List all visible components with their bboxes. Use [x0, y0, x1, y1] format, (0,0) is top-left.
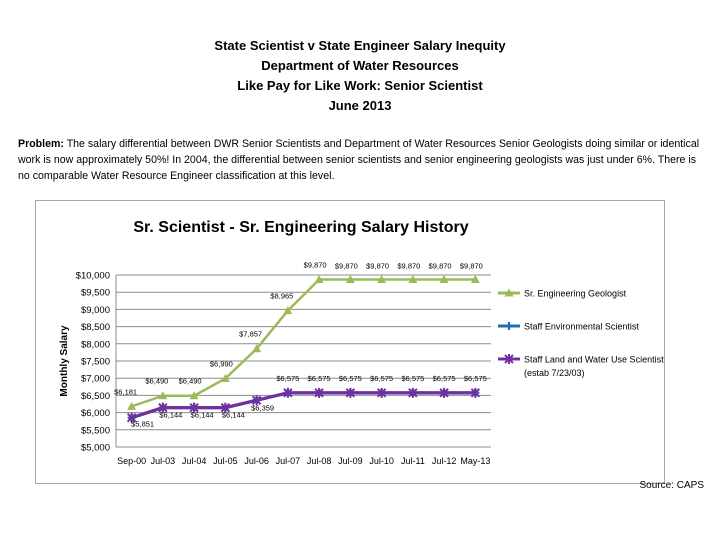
series-3-point	[189, 402, 199, 413]
land-water-data-label: $6,144	[159, 411, 182, 420]
x-tick-label: Sep-00	[117, 456, 146, 466]
y-tick-label: $10,000	[76, 271, 110, 282]
legend-label-3: Staff Land and Water Use Scientist	[524, 355, 664, 365]
geologist-data-label: $9,870	[429, 261, 452, 270]
y-tick-label: $6,500	[81, 391, 110, 402]
geologist-data-label: $6,990	[210, 360, 233, 369]
x-tick-label: Jul-08	[307, 456, 332, 466]
series-3-point	[408, 387, 418, 398]
y-tick-label: $8,500	[81, 322, 110, 333]
geologist-data-label: $6,181	[114, 387, 137, 396]
series-3-point	[376, 387, 387, 398]
series-1-point	[314, 274, 324, 283]
series-3-point	[220, 402, 231, 413]
x-tick-label: Jul-05	[213, 456, 238, 466]
y-tick-label: $9,500	[81, 288, 110, 299]
series-1-point	[189, 391, 199, 400]
geologist-data-label: $6,490	[145, 377, 168, 386]
land-water-data-label: $6,575	[339, 374, 362, 383]
x-tick-label: Jul-12	[432, 456, 457, 466]
land-water-data-label: $6,359	[251, 403, 274, 412]
chart-title: Sr. Scientist - Sr. Engineering Salary H…	[133, 219, 468, 236]
series-3-point	[283, 387, 293, 398]
geologist-data-label: $9,870	[335, 261, 358, 270]
geologist-data-label: $7,857	[239, 330, 262, 339]
x-tick-label: Jul-07	[276, 456, 301, 466]
salary-chart: Sr. Scientist - Sr. Engineering Salary H…	[35, 200, 665, 484]
problem-statement: Problem: The salary differential between…	[18, 136, 708, 184]
geologist-data-label: $9,870	[366, 261, 389, 270]
geologist-data-label: $9,870	[460, 261, 483, 270]
land-water-data-label: $5,851	[131, 420, 154, 429]
header-line-4: June 2013	[328, 98, 392, 113]
series-3-point	[251, 395, 262, 406]
series-3-point	[158, 402, 168, 413]
page-header: State Scientist v State Engineer Salary …	[0, 36, 720, 116]
x-tick-label: Jul-04	[182, 456, 207, 466]
y-tick-label: $9,000	[81, 305, 110, 316]
y-tick-label: $8,000	[81, 339, 110, 350]
series-1-point	[127, 401, 137, 410]
land-water-data-label: $6,575	[401, 374, 424, 383]
land-water-data-label: $6,144	[191, 411, 214, 420]
geologist-data-label: $9,870	[397, 261, 420, 270]
series-3-point	[470, 387, 481, 398]
y-axis-label: Monthly Salary	[59, 325, 70, 397]
series-1-point	[408, 274, 418, 283]
geologist-data-label: $8,965	[270, 292, 293, 301]
y-tick-label: $7,000	[81, 374, 110, 385]
land-water-data-label: $6,575	[370, 374, 393, 383]
series-1-point	[252, 344, 262, 353]
legend-label-1: Sr. Engineering Geologist	[524, 289, 627, 299]
series-3-point	[439, 387, 449, 398]
legend-marker-1	[504, 288, 514, 297]
header-line-3: Like Pay for Like Work: Senior Scientist	[237, 78, 483, 93]
geologist-data-label: $6,490	[179, 377, 202, 386]
x-tick-label: Jul-09	[338, 456, 363, 466]
y-tick-label: $7,500	[81, 357, 110, 368]
geologist-data-label: $9,870	[304, 260, 327, 269]
land-water-data-label: $6,575	[464, 374, 487, 383]
x-tick-label: Jul-11	[401, 456, 425, 466]
header-line-1: State Scientist v State Engineer Salary …	[214, 38, 506, 53]
problem-label: Problem:	[18, 138, 64, 150]
x-tick-label: May-13	[460, 456, 490, 466]
y-tick-label: $6,000	[81, 408, 110, 419]
problem-text: The salary differential between DWR Seni…	[18, 138, 700, 182]
series-1-point	[158, 391, 168, 400]
series-1-point	[377, 274, 387, 283]
land-water-data-label: $6,575	[433, 374, 456, 383]
series-3-point	[345, 387, 356, 398]
legend-marker-3	[504, 354, 514, 364]
header-line-2: Department of Water Resources	[261, 58, 459, 73]
salary-chart-svg: Sr. Scientist - Sr. Engineering Salary H…	[59, 219, 664, 466]
series-1-point	[439, 274, 449, 283]
x-tick-label: Jul-10	[369, 456, 394, 466]
x-tick-label: Jul-03	[151, 456, 176, 466]
land-water-data-label: $6,575	[308, 374, 331, 383]
legend-marker-2	[505, 322, 513, 330]
series-3-point	[314, 387, 324, 398]
series-1-point	[283, 306, 293, 315]
legend-label-3-line-2: (estab 7/23/03)	[524, 368, 585, 378]
land-water-data-label: $6,144	[222, 411, 245, 420]
series-line-1	[131, 278, 476, 408]
series-line-3	[131, 391, 476, 420]
series-1-point	[220, 374, 230, 383]
source-note: Source: CAPS	[639, 480, 704, 491]
y-tick-label: $5,500	[81, 425, 110, 436]
land-water-data-label: $6,575	[276, 374, 299, 383]
series-1-point	[470, 274, 480, 283]
x-tick-label: Jul-06	[244, 456, 269, 466]
series-3-point	[126, 412, 137, 423]
y-tick-label: $5,000	[81, 443, 110, 454]
series-1-point	[345, 274, 355, 283]
legend-label-2: Staff Environmental Scientist	[524, 322, 639, 332]
